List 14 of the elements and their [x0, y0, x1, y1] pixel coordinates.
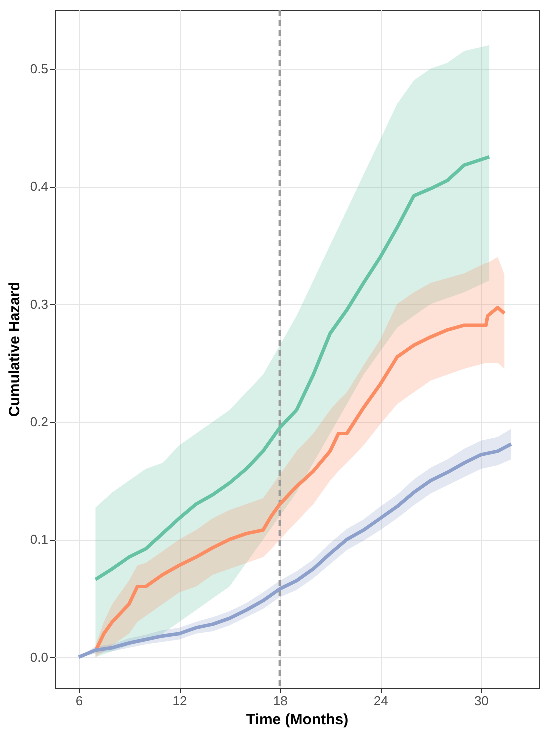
x-axis-title: Time (Months) [246, 712, 349, 728]
y-tick-label: 0.5 [30, 61, 48, 76]
y-tick-label: 0.0 [30, 650, 48, 665]
x-tick-label: 6 [76, 694, 84, 708]
y-tick-label: 0.4 [30, 179, 48, 194]
line-series [94, 155, 492, 582]
y-tick-label: 0.1 [30, 532, 48, 548]
y-tick-label: 0.3 [30, 296, 48, 312]
x-tick-label: 30 [474, 694, 489, 708]
y-tick-label: 0.2 [30, 414, 48, 430]
x-tick-label: 18 [273, 694, 288, 708]
x-tick-label: 12 [172, 694, 188, 708]
x-tick-label: 24 [374, 694, 388, 708]
y-axis-title: Cumulative Hazard [6, 282, 24, 418]
